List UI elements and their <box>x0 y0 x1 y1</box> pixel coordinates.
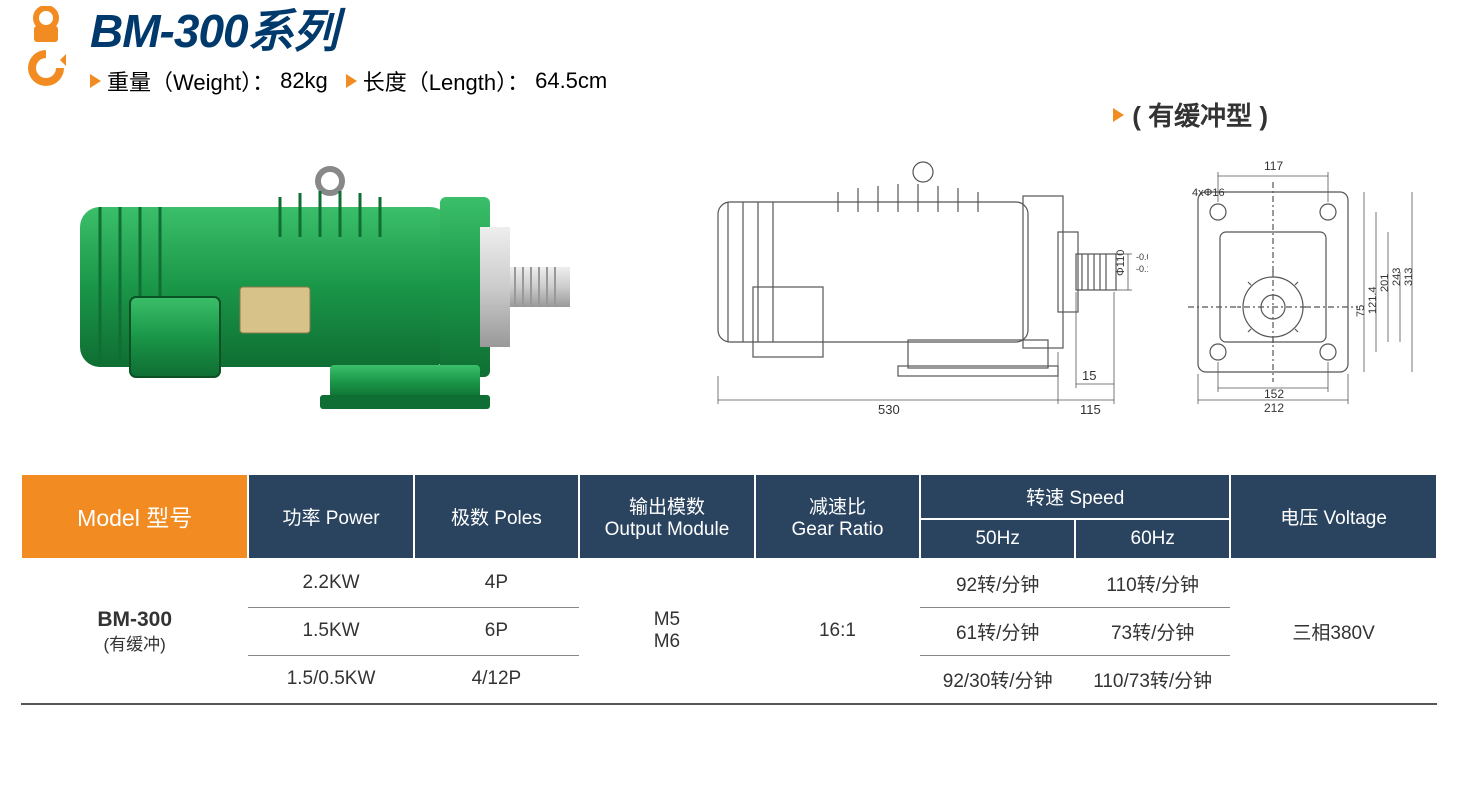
dim-shaft-ext: 115 <box>1080 402 1101 417</box>
th-voltage: 电压 Voltage <box>1230 474 1437 559</box>
dim-tol-b: -0.1 <box>1136 264 1148 274</box>
spec-table: Model 型号 功率 Power 极数 Poles 输出模数 Output M… <box>20 473 1438 705</box>
cell-s60-0: 110转/分钟 <box>1075 559 1230 608</box>
triangle-icon <box>346 74 357 88</box>
hook-icon <box>20 6 72 94</box>
meta-length: 长度（Length）： 64.5cm <box>346 65 607 97</box>
th-speed: 转速 Speed <box>920 474 1230 519</box>
dim-shaft-step: 15 <box>1082 368 1096 383</box>
dim-shaft-dia: Φ110 <box>1115 249 1127 275</box>
cell-poles-0: 4P <box>414 559 579 608</box>
th-model: Model 型号 <box>21 474 248 559</box>
dim-h-mid: 243 <box>1391 267 1403 285</box>
triangle-icon <box>1113 108 1124 122</box>
dim-h-c1: 75 <box>1355 304 1367 316</box>
cell-s60-2: 110/73转/分钟 <box>1075 655 1230 704</box>
cell-voltage: 三相380V <box>1230 559 1437 704</box>
cell-s50-2: 92/30转/分钟 <box>920 655 1075 704</box>
cell-power-0: 2.2KW <box>248 559 413 608</box>
drawing-front: 117 4xΦ16 152 212 313 243 201 121.4 75 <box>1168 152 1428 422</box>
dim-h-outer: 313 <box>1403 267 1415 285</box>
th-power: 功率 Power <box>248 474 413 559</box>
th-ratio: 减速比 Gear Ratio <box>755 474 920 559</box>
length-label: 长度（Length）： <box>363 65 529 97</box>
product-title: BM-300系列 <box>90 6 1438 57</box>
dim-w-outer: 212 <box>1264 401 1284 415</box>
dim-total-length: 530 <box>878 402 900 417</box>
subtitle-tag: ( 有缓冲型 ) <box>1113 96 1268 133</box>
cell-power-1: 1.5KW <box>248 607 413 655</box>
title-block: BM-300系列 重量（Weight）： 82kg 长度（Length）： 64… <box>90 6 1438 97</box>
dim-tol-a: -0.05 <box>1136 252 1148 262</box>
cell-power-2: 1.5/0.5KW <box>248 655 413 704</box>
cell-poles-2: 4/12P <box>414 655 579 704</box>
cell-s50-1: 61转/分钟 <box>920 607 1075 655</box>
th-60hz: 60Hz <box>1075 519 1230 559</box>
triangle-icon <box>90 74 101 88</box>
cell-s60-1: 73转/分钟 <box>1075 607 1230 655</box>
cell-s50-0: 92转/分钟 <box>920 559 1075 608</box>
weight-value: 82kg <box>280 68 328 94</box>
cell-module: M5 M6 <box>579 559 755 704</box>
product-photo <box>20 137 580 437</box>
th-module: 输出模数 Output Module <box>579 474 755 559</box>
meta-weight: 重量（Weight）： 82kg <box>90 65 328 97</box>
header: BM-300系列 重量（Weight）： 82kg 长度（Length）： 64… <box>20 0 1438 97</box>
dim-h-c2: 121.4 <box>1367 286 1379 314</box>
length-value: 64.5cm <box>535 68 607 94</box>
dim-w-inner: 152 <box>1264 387 1284 401</box>
cell-poles-1: 6P <box>414 607 579 655</box>
dim-h-inner: 201 <box>1379 273 1391 291</box>
cell-model: BM-300 (有缓冲) <box>21 559 248 704</box>
dim-bolt: 4xΦ16 <box>1192 187 1225 199</box>
drawing-side: 530 115 15 Φ110 -0.05 -0.1 <box>698 152 1148 422</box>
cell-ratio: 16:1 <box>755 559 920 704</box>
th-50hz: 50Hz <box>920 519 1075 559</box>
weight-label: 重量（Weight）： <box>107 65 274 97</box>
dim-top: 117 <box>1264 159 1283 173</box>
meta-row: 重量（Weight）： 82kg 长度（Length）： 64.5cm <box>90 65 1438 97</box>
th-poles: 极数 Poles <box>414 474 579 559</box>
diagram-row: 530 115 15 Φ110 -0.05 -0.1 <box>20 137 1438 437</box>
subtitle-text: ( 有缓冲型 ) <box>1132 96 1268 133</box>
